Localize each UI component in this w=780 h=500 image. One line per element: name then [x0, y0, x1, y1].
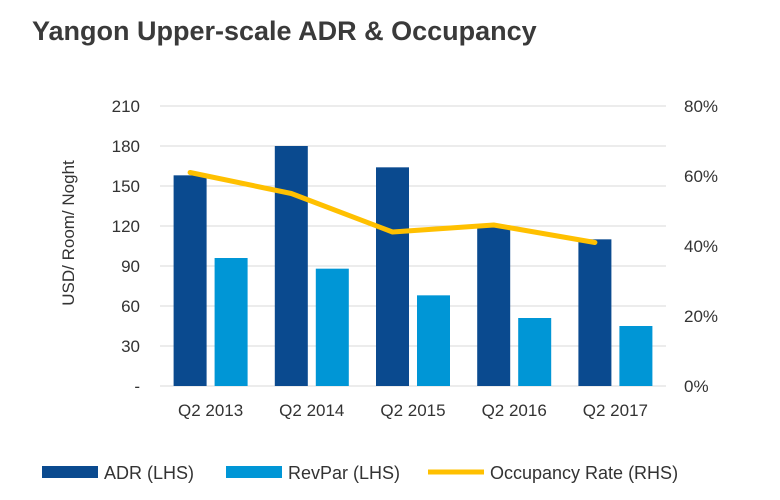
category-axis-ticks: Q2 2013 Q2 2014 Q2 2015 Q2 2016 Q2 2017 [178, 401, 648, 420]
revpar-bar [619, 326, 653, 386]
occupancy-line-group [187, 170, 598, 245]
left-tick-label: 150 [112, 177, 140, 196]
left-tick-label: 120 [112, 217, 140, 236]
left-tick-label: 60 [121, 297, 140, 316]
revpar-bar [315, 268, 349, 386]
category-tick-label: Q2 2013 [178, 401, 243, 420]
legend-adr-swatch [42, 466, 98, 478]
adr-bar [477, 226, 511, 386]
legend-occupancy-label: Occupancy Rate (RHS) [490, 463, 678, 483]
left-tick-label: 90 [121, 257, 140, 276]
left-tick-label: - [134, 377, 140, 396]
right-tick-label: 0% [684, 377, 709, 396]
left-tick-label: 30 [121, 337, 140, 356]
bars [173, 146, 653, 386]
legend-revpar-label: RevPar (LHS) [288, 463, 400, 483]
adr-bar [274, 146, 308, 386]
legend: ADR (LHS) RevPar (LHS) Occupancy Rate (RHS… [42, 463, 678, 483]
right-tick-label: 80% [684, 97, 718, 116]
right-tick-label: 60% [684, 167, 718, 186]
adr-bar [376, 167, 409, 386]
legend-revpar-swatch [226, 466, 282, 478]
right-tick-label: 40% [684, 237, 718, 256]
legend-adr-label: ADR (LHS) [104, 463, 194, 483]
y-axis-title: USD/ Room/ Noght [59, 160, 78, 306]
left-tick-label: 210 [112, 97, 140, 116]
right-tick-label: 20% [684, 307, 718, 326]
category-tick-label: Q2 2014 [279, 401, 344, 420]
revpar-bar [518, 318, 552, 386]
occupancy-rate-line [187, 170, 598, 245]
left-axis-ticks: - 30 60 90 120 150 180 210 [112, 97, 140, 396]
left-tick-label: 180 [112, 137, 140, 156]
adr-bar [173, 175, 207, 386]
category-tick-label: Q2 2015 [380, 401, 445, 420]
adr-bar [578, 239, 612, 386]
revpar-bar [417, 295, 450, 386]
revpar-bar [214, 258, 248, 386]
chart-title: Yangon Upper-scale ADR & Occupancy [32, 16, 537, 46]
category-tick-label: Q2 2016 [482, 401, 547, 420]
right-axis-ticks: 0% 20% 40% 60% 80% [684, 97, 718, 396]
category-tick-label: Q2 2017 [583, 401, 648, 420]
